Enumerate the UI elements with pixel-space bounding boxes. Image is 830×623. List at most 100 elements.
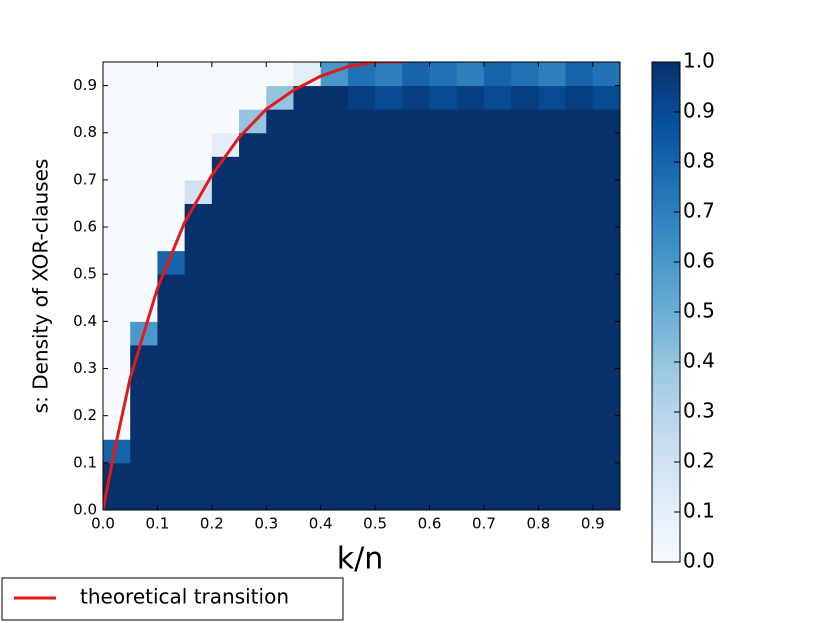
heatmap-cell	[565, 486, 594, 511]
heatmap-cell	[592, 227, 621, 252]
heatmap-cell	[592, 392, 621, 417]
heatmap-cell	[429, 368, 458, 393]
heatmap-cell	[184, 274, 213, 299]
y-tick-label: 0.9	[73, 76, 97, 94]
heatmap-cell	[565, 415, 594, 440]
heatmap-cell	[211, 486, 240, 511]
heatmap-cell	[239, 156, 267, 181]
heatmap-cell	[184, 132, 213, 157]
heatmap-cell	[293, 368, 322, 393]
heatmap-cell	[483, 297, 512, 322]
heatmap-cell	[511, 274, 539, 299]
x-tick-label: 0.7	[472, 515, 496, 533]
heatmap-cell	[402, 392, 431, 417]
y-tick-label: 0.8	[73, 123, 97, 141]
heatmap-cell	[456, 250, 485, 275]
heatmap-cell	[592, 274, 621, 299]
heatmap-cell	[375, 156, 403, 181]
heatmap-cell	[483, 85, 512, 110]
heatmap-cell	[483, 203, 512, 228]
heatmap-cell	[456, 203, 485, 228]
heatmap-cell	[483, 227, 512, 252]
heatmap-cell	[184, 297, 213, 322]
heatmap-cell	[184, 227, 213, 252]
heatmap-cell	[157, 439, 186, 464]
heatmap-cell	[565, 132, 594, 157]
heatmap-cell	[211, 368, 240, 393]
heatmap-cell	[402, 179, 431, 204]
heatmap-cell	[266, 62, 294, 87]
heatmap-cell	[456, 344, 485, 370]
heatmap-cell	[538, 62, 567, 87]
heatmap-cell	[320, 227, 349, 252]
heatmap-cell	[592, 85, 621, 110]
heatmap-cell	[157, 62, 186, 87]
heatmap-cell	[103, 109, 131, 134]
heatmap-cell	[239, 85, 267, 110]
heatmap-cell	[402, 486, 431, 511]
heatmap-cell	[130, 415, 158, 440]
heatmap-cell	[483, 250, 512, 275]
heatmap-cell	[375, 274, 403, 299]
heatmap-cell	[293, 85, 322, 110]
colorbar-tick-label: 0.6	[683, 249, 715, 273]
heatmap-cell	[293, 109, 322, 134]
heatmap-cell	[402, 321, 431, 346]
heatmap-cell	[157, 179, 186, 204]
heatmap-cell	[483, 62, 512, 87]
heatmap-cell	[456, 109, 485, 134]
heatmap-cell	[266, 392, 294, 417]
heatmap-cell	[538, 297, 567, 322]
x-tick-label: 0.0	[91, 515, 115, 533]
heatmap-cell	[538, 250, 567, 275]
colorbar-tick-label: 1.0	[683, 49, 715, 73]
y-tick-label: 0.1	[73, 453, 97, 471]
heatmap-cell	[239, 227, 267, 252]
heatmap-cell	[565, 439, 594, 464]
heatmap-cell	[456, 439, 485, 464]
heatmap-cell	[103, 62, 131, 87]
heatmap-cell	[157, 85, 186, 110]
heatmap-cell	[211, 85, 240, 110]
heatmap-cell	[347, 486, 376, 511]
heatmap-cell	[375, 250, 403, 275]
heatmap-cell	[402, 439, 431, 464]
heatmap-cell	[456, 227, 485, 252]
heatmap-cell	[511, 109, 539, 134]
heatmap-cell	[511, 85, 539, 110]
heatmap-cell	[211, 439, 240, 464]
heatmap-cell	[266, 203, 294, 228]
heatmap-cell	[347, 462, 376, 487]
heatmap-cell	[293, 321, 322, 346]
heatmap-cell	[320, 344, 349, 370]
heatmap-cell	[565, 321, 594, 346]
heatmap-cell	[347, 156, 376, 181]
heatmap-cell	[592, 179, 621, 204]
heatmap-cell	[375, 486, 403, 511]
heatmap-cell	[565, 392, 594, 417]
heatmap-cell	[402, 368, 431, 393]
heatmap-cell	[511, 392, 539, 417]
heatmap-cell	[157, 486, 186, 511]
heatmap-cell	[184, 321, 213, 346]
heatmap-cell	[157, 368, 186, 393]
colorbar-tick-label: 0.1	[683, 499, 715, 523]
heatmap-cell	[347, 227, 376, 252]
heatmap-cell	[130, 62, 158, 87]
colorbar-tick-label: 0.3	[683, 399, 715, 423]
heatmap-cell	[456, 132, 485, 157]
heatmap-cell	[266, 179, 294, 204]
heatmap-cell	[483, 462, 512, 487]
heatmap-cell	[511, 179, 539, 204]
heatmap-cell	[483, 415, 512, 440]
heatmap-cell	[402, 344, 431, 370]
colorbar-tick-label: 0.7	[683, 199, 715, 223]
heatmap-cell	[565, 368, 594, 393]
heatmap-cell	[511, 439, 539, 464]
heatmap-cell	[456, 297, 485, 322]
heatmap-cell	[320, 203, 349, 228]
heatmap-cell	[483, 132, 512, 157]
heatmap-cell	[456, 179, 485, 204]
heatmap-cell	[538, 321, 567, 346]
